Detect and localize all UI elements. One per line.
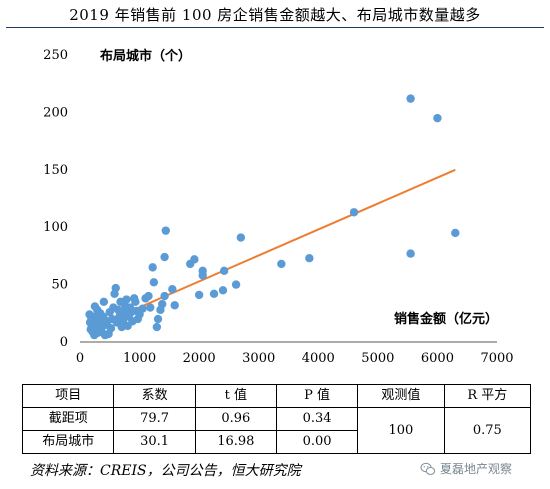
table-cell: 0.34: [275, 407, 359, 431]
table-cell: 30.1: [113, 430, 196, 454]
data-point: [161, 226, 170, 235]
header-cell: t 值: [194, 384, 277, 408]
header-cell: 项目: [21, 384, 115, 408]
data-point: [406, 94, 415, 103]
data-point: [209, 289, 219, 298]
data-point: [146, 303, 155, 312]
table-cell: 0.00: [275, 430, 359, 454]
x-tick-label: 1000: [123, 351, 156, 366]
scatter-chart: 0 50 100 150 200 250 0 1000 2000 3000 4000 5000 600…: [43, 48, 514, 366]
data-point: [218, 286, 228, 295]
data-point: [85, 310, 94, 319]
data-point: [305, 253, 314, 263]
watermark-text: 夏磊地产观察: [440, 462, 513, 476]
data-point: [433, 113, 442, 123]
y-tick-label: 0: [60, 335, 68, 350]
x-axis-label: 销售金额（亿元）: [394, 311, 498, 327]
y-tick-label: 150: [43, 163, 68, 178]
header-cell: P 值: [275, 384, 359, 408]
data-point: [219, 266, 229, 276]
header-cell: 观测值: [357, 384, 445, 408]
table-row: 布局城市 30.1 16.98 0.00: [21, 430, 531, 454]
data-point: [130, 294, 139, 303]
wechat-icon: [420, 462, 436, 475]
source-note: 资料来源：CREIS，公司公告，恒大研究院: [30, 463, 301, 479]
y-axis-label: 布局城市（个）: [100, 48, 191, 64]
table-cell: 截距项: [21, 407, 115, 431]
data-point: [349, 208, 359, 217]
header-cell: R 平方: [443, 384, 532, 408]
data-point: [406, 249, 415, 258]
data-point: [198, 271, 207, 280]
data-point: [110, 289, 119, 298]
r-squared-cell: 0.75: [443, 407, 532, 454]
data-point: [105, 307, 114, 317]
data-point: [99, 297, 109, 307]
title-divider: [6, 27, 544, 28]
y-tick-label: 250: [43, 48, 68, 63]
data-point: [170, 301, 179, 310]
data-points: [85, 94, 460, 340]
regression-table: 项目 系数 t 值 P 值 观测值 R 平方 截距项 79.7 0.96 0.3…: [21, 384, 532, 454]
y-tick-label: 50: [51, 278, 68, 293]
data-point: [277, 259, 286, 269]
data-point: [160, 291, 169, 301]
data-point: [148, 263, 157, 272]
y-tick-label: 100: [43, 220, 68, 235]
data-point: [168, 284, 177, 294]
data-point: [156, 305, 165, 315]
table-cell: 79.7: [113, 407, 196, 431]
table-cell: 0.96: [194, 407, 277, 431]
x-tick-label: 7000: [480, 351, 513, 366]
data-point: [116, 297, 125, 307]
data-point: [236, 233, 246, 242]
x-tick-label: 5000: [361, 351, 394, 366]
x-tick-label: 4000: [302, 351, 335, 366]
table-cell: 布局城市: [21, 430, 115, 454]
data-point: [152, 322, 162, 332]
y-axis-ticks: 0 50 100 150 200 250: [43, 48, 68, 350]
data-point: [141, 294, 150, 303]
x-tick-label: 0: [76, 351, 84, 366]
data-point: [186, 259, 195, 269]
x-tick-label: 3000: [242, 351, 275, 366]
header-cell: 系数: [113, 384, 196, 408]
page-title: 2019 年销售前 100 房企销售金额越大、布局城市数量越多: [69, 6, 481, 24]
table-header-row: 项目 系数 t 值 P 值 观测值 R 平方: [21, 384, 532, 408]
y-tick-label: 200: [43, 105, 68, 120]
trend-line: [88, 168, 456, 331]
data-point: [149, 278, 159, 287]
table-cell: 16.98: [194, 430, 277, 454]
data-point: [451, 228, 460, 238]
data-point: [86, 325, 95, 334]
watermark: 夏磊地产观察: [420, 460, 512, 477]
table-row: 截距项 79.7 0.96 0.34 100 0.75: [21, 407, 532, 454]
x-axis-ticks: 0 1000 2000 3000 4000 5000 6000 7000: [76, 351, 514, 366]
data-point: [90, 302, 100, 311]
data-point: [153, 314, 163, 324]
data-point: [160, 252, 169, 262]
data-point: [85, 318, 95, 327]
x-tick-label: 2000: [183, 351, 216, 366]
observations-cell: 100: [357, 407, 445, 454]
data-point: [194, 290, 204, 300]
data-point: [231, 280, 241, 289]
x-tick-label: 6000: [421, 351, 454, 366]
